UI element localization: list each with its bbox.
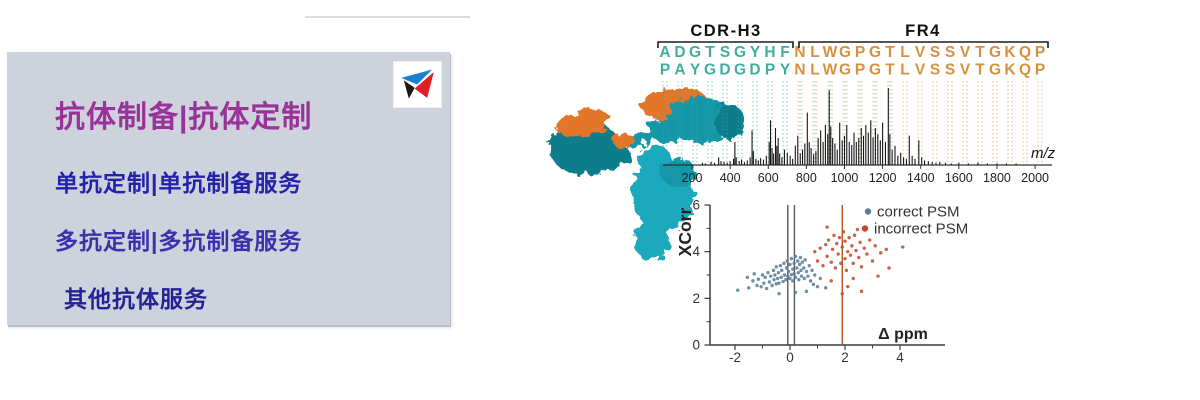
svg-text:S: S: [930, 62, 940, 79]
svg-text:P: P: [855, 62, 865, 79]
service-panel: 抗体制备|抗体定制 单抗定制|单抗制备服务 多抗定制|多抗制备服务其他抗体服务: [7, 52, 450, 325]
svg-text:T: T: [705, 44, 715, 61]
svg-text:S: S: [720, 44, 730, 61]
svg-text:A: A: [674, 62, 685, 79]
svg-text:600: 600: [758, 171, 779, 185]
svg-text:1400: 1400: [907, 171, 935, 185]
svg-text:1800: 1800: [983, 171, 1011, 185]
svg-text:V: V: [960, 44, 971, 61]
service-link-2[interactable]: 多抗定制|多抗制备服务: [55, 228, 303, 254]
svg-text:W: W: [823, 44, 838, 61]
svg-text:N: N: [794, 44, 805, 61]
svg-text:P: P: [1035, 62, 1045, 79]
svg-text:G: G: [839, 44, 851, 61]
svg-text:4: 4: [896, 350, 904, 365]
svg-text:0: 0: [692, 338, 700, 353]
svg-text:S: S: [945, 62, 955, 79]
svg-text:800: 800: [796, 171, 817, 185]
svg-text:G: G: [989, 62, 1001, 79]
svg-text:0: 0: [786, 350, 794, 365]
svg-text:G: G: [689, 44, 701, 61]
svg-text:Y: Y: [780, 62, 791, 79]
svg-text:200: 200: [682, 171, 703, 185]
svg-text:G: G: [869, 62, 881, 79]
svg-text:S: S: [945, 44, 955, 61]
svg-text:G: G: [839, 62, 851, 79]
svg-text:P: P: [1035, 44, 1045, 61]
svg-text:400: 400: [720, 171, 741, 185]
antibody-structure-image: [549, 88, 744, 262]
service-link-1[interactable]: 单抗定制|单抗制备服务: [55, 170, 303, 196]
svg-text:V: V: [960, 62, 971, 79]
svg-text:2000: 2000: [1021, 171, 1049, 185]
panel-title: 抗体制备|抗体定制: [55, 101, 313, 134]
svg-text:D: D: [749, 62, 760, 79]
svg-text:-2: -2: [729, 350, 741, 365]
svg-text:1200: 1200: [869, 171, 897, 185]
mz-axis-label: m/z: [1031, 145, 1056, 162]
svg-text:K: K: [1004, 62, 1016, 79]
svg-text:L: L: [900, 62, 909, 79]
svg-text:L: L: [810, 62, 819, 79]
svg-text:F: F: [780, 44, 789, 61]
svg-text:L: L: [810, 44, 819, 61]
xcorr-axis-label: XCorr: [675, 208, 695, 257]
svg-text:Q: Q: [1019, 62, 1031, 79]
svg-text:Q: Q: [1019, 44, 1031, 61]
svg-text:K: K: [1004, 44, 1016, 61]
svg-text:T: T: [885, 62, 895, 79]
svg-text:Y: Y: [750, 44, 761, 61]
service-link-3[interactable]: 其他抗体服务: [64, 286, 208, 312]
svg-text:P: P: [660, 62, 670, 79]
svg-text:N: N: [794, 62, 805, 79]
sequence-alignment: A D G T S G Y H F N L W G P G T L V S S V T G K Q PP A Y G D G D P Y N L W G P…: [657, 22, 1049, 163]
svg-text:Y: Y: [690, 62, 701, 79]
svg-text:V: V: [915, 62, 926, 79]
svg-text:2: 2: [692, 291, 700, 306]
svg-text:L: L: [900, 44, 909, 61]
svg-text:G: G: [734, 44, 746, 61]
svg-text:1000: 1000: [831, 171, 859, 185]
svg-text:1600: 1600: [945, 171, 973, 185]
svg-text:G: G: [704, 62, 716, 79]
triangle-logo-icon: [400, 69, 434, 99]
svg-text:T: T: [885, 44, 895, 61]
svg-text:G: G: [734, 62, 746, 79]
svg-text:4: 4: [692, 244, 700, 259]
svg-text:D: D: [719, 62, 730, 79]
svg-text:T: T: [975, 44, 985, 61]
svg-text:6: 6: [692, 198, 700, 213]
svg-text:P: P: [855, 44, 865, 61]
svg-text:G: G: [989, 44, 1001, 61]
legend-label: correct PSM: [877, 204, 960, 221]
service-links: 单抗定制|单抗制备服务 多抗定制|多抗制备服务其他抗体服务: [55, 164, 302, 338]
fr4-label: FR4: [905, 22, 941, 40]
legend-label: incorrect PSM: [874, 221, 968, 238]
legend-dot: [864, 208, 872, 215]
svg-text:W: W: [823, 62, 838, 79]
svg-text:H: H: [764, 44, 775, 61]
svg-text:G: G: [869, 44, 881, 61]
divider-line: [305, 16, 470, 18]
svg-text:D: D: [674, 44, 685, 61]
svg-text:T: T: [975, 62, 985, 79]
mass-spectrum-chart: 200 400 600 800 1000 1200 1400 1600 1800 2000 m/z: [663, 88, 1056, 185]
svg-text:P: P: [765, 62, 775, 79]
ppm-axis-label: Δ ppm: [878, 326, 928, 343]
svg-text:V: V: [915, 44, 926, 61]
brand-logo[interactable]: [394, 62, 441, 107]
legend-dot: [861, 225, 869, 232]
svg-text:A: A: [659, 44, 670, 61]
svg-text:S: S: [930, 44, 940, 61]
cdr-h3-label: CDR-H3: [690, 22, 761, 40]
svg-text:2: 2: [841, 350, 849, 365]
